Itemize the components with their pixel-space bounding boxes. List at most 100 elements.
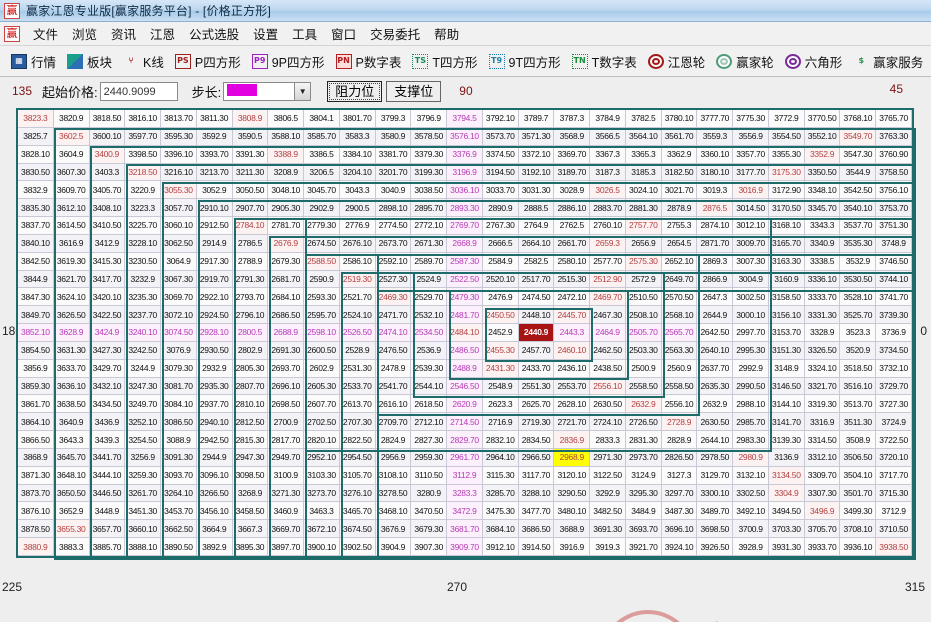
price-cell[interactable]: 3043.3	[339, 181, 376, 200]
price-cell[interactable]: 2836.9	[554, 431, 591, 449]
price-cell[interactable]: 3554.50	[768, 127, 805, 146]
price-cell[interactable]: 3103.30	[304, 466, 340, 485]
price-cell[interactable]: 3026.5	[590, 181, 626, 200]
price-cell[interactable]: 2460.10	[554, 341, 591, 360]
price-cell[interactable]: 2940.10	[196, 413, 233, 432]
price-cell[interactable]: 3365.3	[625, 145, 662, 164]
price-cell[interactable]: 3657.70	[89, 520, 126, 539]
price-cell[interactable]: 2673.70	[375, 234, 412, 253]
price-cell[interactable]: 3576.10	[447, 127, 483, 146]
price-cell[interactable]: 2954.50	[339, 448, 376, 467]
price-cell[interactable]: 2956.9	[375, 448, 412, 467]
price-cell[interactable]: 3360.10	[697, 145, 734, 164]
price-cell[interactable]: 2529.70	[411, 288, 448, 307]
price-cell[interactable]: 2693.70	[268, 359, 305, 378]
price-cell[interactable]: 3885.70	[89, 538, 126, 556]
price-cell[interactable]: 3237.70	[125, 306, 162, 325]
price-cell[interactable]: 2620.9	[447, 395, 483, 414]
price-cell[interactable]: 3163.30	[768, 252, 805, 271]
toolbar-button-t9-square[interactable]: T9 9T四方形	[484, 50, 566, 73]
price-cell[interactable]: 2584.9	[482, 252, 519, 271]
price-cell[interactable]: 3559.3	[697, 127, 734, 146]
price-cell[interactable]: 3777.70	[697, 110, 734, 128]
price-cell[interactable]: 2822.50	[339, 431, 376, 449]
price-cell[interactable]: 3187.3	[590, 163, 626, 182]
price-cell[interactable]: 2820.10	[304, 431, 340, 449]
price-cell[interactable]: 3297.70	[661, 484, 698, 503]
price-cell[interactable]: 3223.3	[125, 199, 162, 218]
price-cell[interactable]: 3357.70	[733, 145, 769, 164]
price-cell[interactable]: 3840.10	[18, 234, 54, 253]
price-cell[interactable]: 3496.9	[804, 502, 841, 521]
price-cell[interactable]: 2586.10	[339, 252, 376, 271]
price-cell[interactable]: 3756.10	[876, 181, 912, 200]
price-cell[interactable]: 2676.9	[268, 234, 305, 253]
price-cell[interactable]: 2640.10	[697, 341, 734, 360]
price-cell[interactable]: 2688.9	[268, 324, 305, 342]
price-cell[interactable]: 3585.70	[304, 127, 340, 146]
price-cell[interactable]: 3487.30	[661, 502, 698, 521]
price-cell[interactable]: 3016.9	[733, 181, 769, 200]
price-cell[interactable]: 3038.50	[411, 181, 448, 200]
price-cell[interactable]: 3662.50	[161, 520, 197, 539]
price-cell[interactable]: 2883.70	[590, 199, 626, 218]
price-cell[interactable]: 3355.30	[768, 145, 805, 164]
price-cell[interactable]: 3583.3	[339, 127, 376, 146]
price-cell[interactable]: 3079.30	[161, 359, 197, 378]
price-cell[interactable]: 3616.9	[53, 234, 90, 253]
menu-tools[interactable]: 工具	[292, 28, 318, 42]
price-cell[interactable]: 3844.9	[18, 270, 54, 289]
price-cell[interactable]: 3530.50	[840, 270, 877, 289]
menu-trade-order[interactable]: 交易委托	[370, 28, 421, 42]
price-cell[interactable]: 2810.10	[232, 395, 269, 414]
price-cell[interactable]: 3216.10	[161, 163, 197, 182]
price-cell[interactable]: 3705.70	[804, 520, 841, 539]
price-cell[interactable]: 2871.70	[697, 234, 734, 253]
price-cell[interactable]: 3168.10	[768, 217, 805, 235]
price-cell[interactable]: 2932.9	[196, 359, 233, 378]
price-cell[interactable]: 3631.30	[53, 341, 90, 360]
price-cell[interactable]: 2536.9	[411, 341, 448, 360]
price-cell[interactable]: 2649.70	[661, 270, 698, 289]
price-cell[interactable]: 3249.70	[125, 395, 162, 414]
price-cell[interactable]: 3640.9	[53, 413, 90, 432]
price-cell[interactable]: 3494.50	[768, 502, 805, 521]
price-cell[interactable]: 2764.9	[518, 217, 555, 235]
price-cell[interactable]: 3201.70	[375, 163, 412, 182]
price-cell[interactable]: 3900.10	[304, 538, 340, 556]
price-cell[interactable]: 2928.10	[196, 324, 233, 342]
price-cell[interactable]: 3710.50	[876, 520, 912, 539]
price-cell[interactable]: 3808.9	[232, 110, 269, 128]
price-cell[interactable]: 3734.50	[876, 341, 912, 360]
price-cell[interactable]: 3542.50	[840, 181, 877, 200]
price-cell[interactable]: 3696.10	[661, 520, 698, 539]
price-cell[interactable]: 3866.50	[18, 431, 54, 449]
price-cell[interactable]: 2995.30	[733, 341, 769, 360]
price-cell[interactable]: 2445.70	[554, 306, 591, 325]
price-cell-center[interactable]: 2440.9	[518, 324, 555, 342]
price-cell[interactable]: 3408.10	[89, 199, 126, 218]
price-cell[interactable]: 3614.50	[53, 217, 90, 235]
price-cell[interactable]: 3823.3	[18, 110, 54, 128]
price-cell[interactable]: 3789.7	[518, 110, 555, 128]
price-cell[interactable]: 2949.70	[268, 448, 305, 467]
price-cell[interactable]: 3472.9	[447, 502, 483, 521]
price-cell[interactable]: 3124.9	[625, 466, 662, 485]
price-cell[interactable]: 3686.50	[518, 520, 555, 539]
price-cell[interactable]: 2912.50	[196, 217, 233, 235]
price-cell[interactable]: 3849.70	[18, 306, 54, 325]
price-cell[interactable]: 2686.50	[268, 306, 305, 325]
price-cell[interactable]: 2664.10	[518, 234, 555, 253]
price-cell[interactable]: 3000.10	[733, 306, 769, 325]
price-cell[interactable]: 3256.9	[125, 448, 162, 467]
price-cell[interactable]: 3532.9	[840, 252, 877, 271]
price-cell[interactable]: 3861.70	[18, 395, 54, 414]
price-cell[interactable]: 3146.50	[768, 377, 805, 396]
price-cell[interactable]: 3093.70	[161, 466, 197, 485]
price-cell[interactable]: 3076.9	[161, 341, 197, 360]
price-cell[interactable]: 2623.3	[482, 395, 519, 414]
price-cell[interactable]: 2472.10	[554, 288, 591, 307]
price-cell[interactable]: 3727.30	[876, 395, 912, 414]
price-cell[interactable]: 2966.50	[518, 448, 555, 467]
price-cell[interactable]: 2767.30	[482, 217, 519, 235]
